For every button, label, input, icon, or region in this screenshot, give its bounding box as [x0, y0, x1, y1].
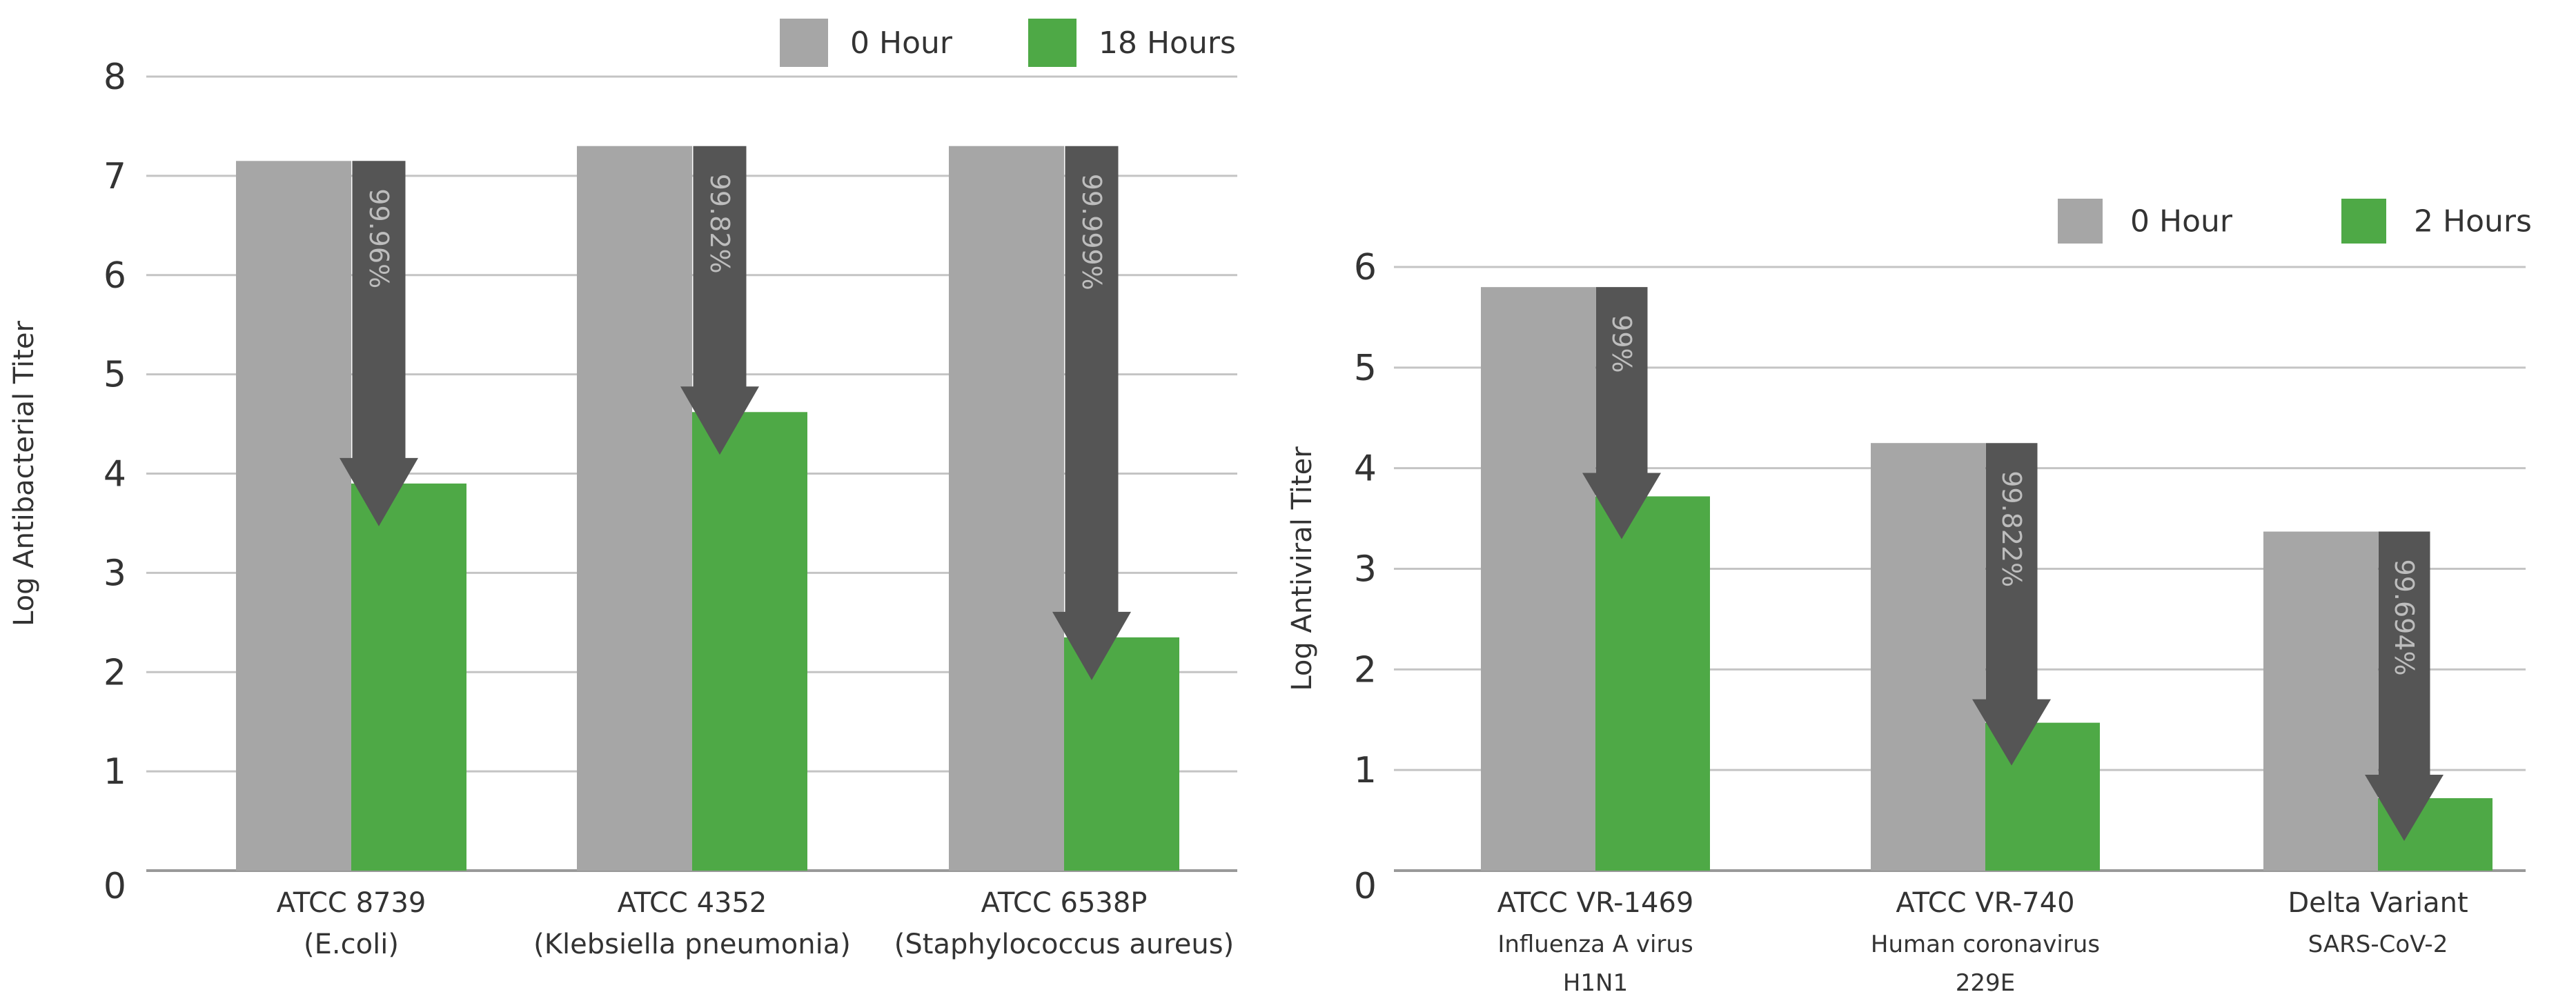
- y-tick-label: 8: [104, 57, 126, 98]
- reduction-percent-label: 99.96%: [364, 188, 394, 288]
- reduction-percent-label: 99.694%: [2389, 559, 2419, 676]
- reduction-percent-label: 99.822%: [1996, 470, 2027, 587]
- legend-label-after: 18 Hours: [1099, 26, 1236, 61]
- legend-swatch-0-hour: [2058, 199, 2103, 244]
- reduction-arrow: [2365, 531, 2444, 841]
- x-category-sublabel: H1N1: [1563, 969, 1628, 997]
- x-category-label: ATCC 6538P: [981, 887, 1148, 919]
- y-tick-label: 5: [1354, 348, 1377, 389]
- y-tick-label: 0: [1354, 866, 1377, 907]
- y-tick-label: 6: [104, 255, 126, 297]
- y-tick-label: 4: [104, 454, 126, 495]
- y-tick-label: 1: [104, 751, 126, 793]
- y-tick-label: 2: [1354, 649, 1377, 691]
- x-category-sublabel: (Staphylococcus aureus): [894, 929, 1234, 960]
- bar-0-hour: [1871, 443, 1985, 871]
- y-tick-label: 3: [104, 553, 126, 594]
- x-category-label: ATCC 8739: [277, 887, 426, 919]
- reduction-arrow: [680, 146, 759, 455]
- reduction-arrow: [1582, 287, 1661, 539]
- legend-swatch-after: [1028, 19, 1076, 67]
- x-category-label: ATCC 4352: [618, 887, 767, 919]
- x-category-sublabel: Human coronavirus: [1871, 931, 2100, 958]
- bar-0-hour: [236, 161, 351, 871]
- y-tick-label: 0: [104, 866, 126, 907]
- x-category-sublabel: (Klebsiella pneumonia): [533, 929, 851, 960]
- reduction-percent-label: 99%: [1606, 315, 1637, 373]
- legend-label-0-hour: 0 Hour: [2130, 204, 2233, 239]
- bar-after: [351, 483, 466, 871]
- x-category-label: ATCC VR-1469: [1497, 887, 1694, 919]
- x-category-label: ATCC VR-740: [1896, 887, 2074, 919]
- bar-0-hour: [1481, 287, 1595, 871]
- x-category-sublabel: Influenza A virus: [1497, 931, 1693, 958]
- legend-label-0-hour: 0 Hour: [850, 26, 953, 61]
- bar-0-hour: [577, 146, 692, 871]
- reduction-arrow: [340, 161, 418, 526]
- bar-after: [1595, 496, 1710, 871]
- y-axis-label: Log Antiviral Titer: [1286, 446, 1318, 691]
- x-category-sublabel: SARS-CoV-2: [2308, 931, 2448, 958]
- legend-swatch-after: [2341, 199, 2386, 244]
- legend-swatch-0-hour: [780, 19, 828, 67]
- x-category-sublabel: 229E: [1956, 969, 2015, 997]
- y-tick-label: 1: [1354, 750, 1377, 791]
- y-tick-label: 2: [104, 652, 126, 693]
- y-tick-label: 3: [1354, 549, 1377, 591]
- bar-0-hour: [949, 146, 1064, 871]
- legend-label-after: 2 Hours: [2414, 204, 2532, 239]
- y-tick-label: 6: [1354, 247, 1377, 288]
- y-tick-label: 4: [1354, 448, 1377, 490]
- x-category-label: Delta Variant: [2288, 887, 2468, 919]
- reduction-percent-label: 99.82%: [705, 174, 735, 274]
- reduction-percent-label: 99.999%: [1076, 174, 1107, 290]
- y-tick-label: 7: [104, 156, 126, 197]
- y-tick-label: 5: [104, 355, 126, 396]
- y-axis-label: Log Antibacterial Titer: [8, 321, 40, 626]
- bar-after: [692, 412, 807, 871]
- bar-0-hour: [2263, 531, 2378, 871]
- reduction-arrow: [1972, 443, 2051, 766]
- bar-after: [1064, 637, 1179, 871]
- reduction-arrow: [1052, 146, 1131, 680]
- x-category-sublabel: (E.coli): [304, 929, 399, 960]
